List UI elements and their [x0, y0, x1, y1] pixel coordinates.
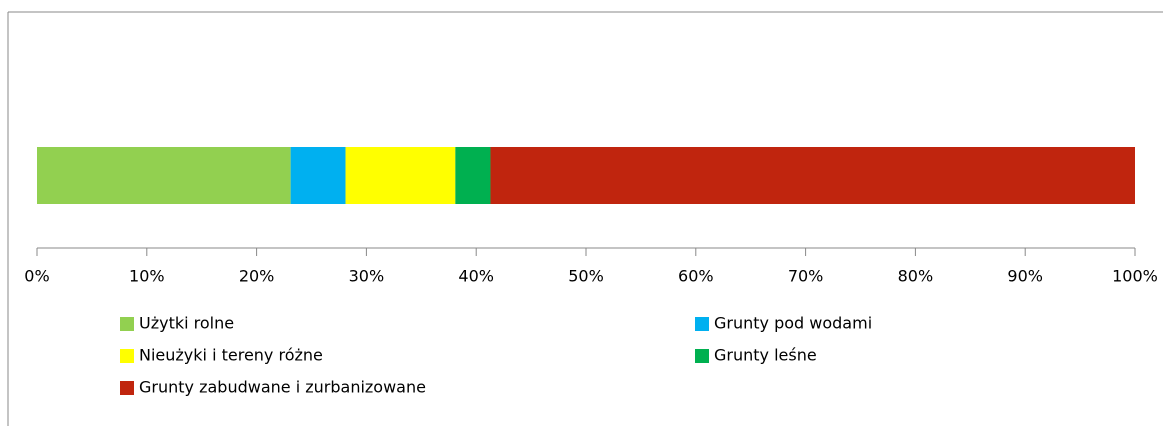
x-tick-label: 10%: [129, 267, 165, 286]
x-tick-label: 100%: [1112, 267, 1158, 286]
x-tick-label: 40%: [458, 267, 494, 286]
legend-label: Grunty leśne: [714, 346, 817, 365]
bar-segment: [455, 147, 491, 204]
legend-label: Użytki rolne: [139, 314, 234, 333]
legend-swatch: [120, 317, 134, 331]
x-tick-label: 70%: [788, 267, 824, 286]
legend-swatch: [695, 317, 709, 331]
legend-label: Nieużyki i tereny różne: [139, 346, 323, 365]
legend-label: Grunty pod wodami: [714, 314, 872, 333]
bar-segment: [490, 147, 1135, 204]
bar-segment: [345, 147, 456, 204]
bar-segment: [37, 147, 291, 204]
legend-swatch: [695, 349, 709, 363]
x-tick-label: 80%: [898, 267, 934, 286]
x-tick-label: 90%: [1007, 267, 1043, 286]
x-tick-label: 20%: [239, 267, 275, 286]
legend-label: Grunty zabudwane i zurbanizowane: [139, 378, 426, 397]
legend-swatch: [120, 381, 134, 395]
legend-swatch: [120, 349, 134, 363]
x-tick-label: 60%: [678, 267, 714, 286]
x-tick-label: 50%: [568, 267, 604, 286]
bar-segment: [290, 147, 346, 204]
x-tick-label: 0%: [24, 267, 49, 286]
x-tick-label: 30%: [349, 267, 385, 286]
